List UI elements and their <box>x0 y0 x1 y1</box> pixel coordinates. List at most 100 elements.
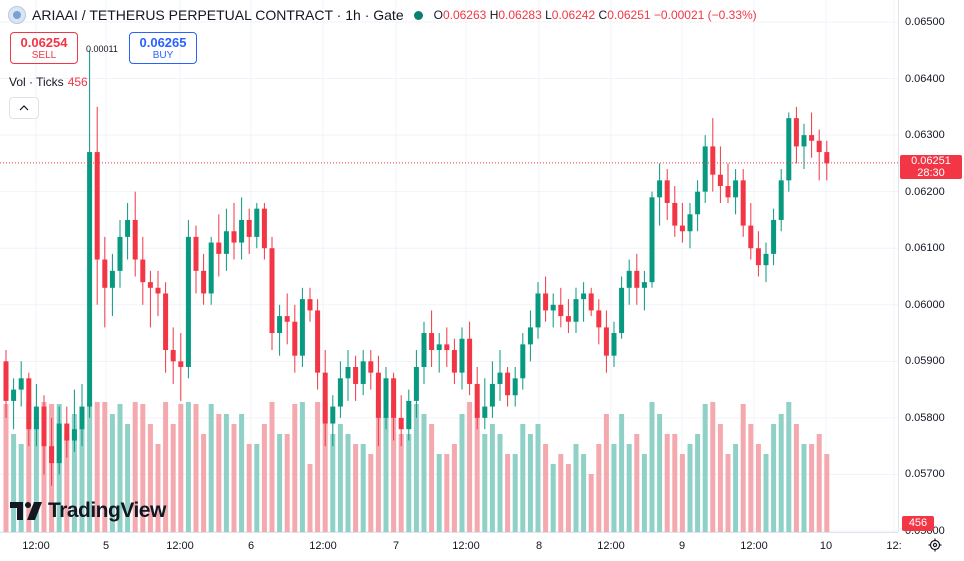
candle-body <box>603 327 609 356</box>
price-tick-label: 0.06100 <box>905 242 945 255</box>
volume-bar <box>596 444 602 532</box>
time-tick-label: 12:00 <box>452 540 480 552</box>
candle-body <box>49 446 55 464</box>
candle-body <box>117 236 123 271</box>
volume-bar <box>710 402 716 532</box>
volume-bar <box>467 402 473 532</box>
volume-bar <box>786 402 792 532</box>
candle-body <box>657 180 663 198</box>
candle-body <box>185 236 191 367</box>
candle-body <box>94 152 100 260</box>
candle-body <box>201 270 207 294</box>
candle-body <box>482 406 488 418</box>
candle-body <box>391 378 397 418</box>
candle-body <box>360 361 366 384</box>
candle-body <box>345 366 351 379</box>
price-tick-label: 0.06400 <box>905 72 945 85</box>
sell-button[interactable]: 0.06254 SELL <box>10 32 78 64</box>
volume-label: Vol · Ticks <box>9 75 64 89</box>
candle-body <box>672 202 678 226</box>
candle-body <box>717 174 723 187</box>
volume-bar <box>140 404 146 532</box>
volume-bar <box>269 402 275 532</box>
chart-area[interactable]: ARIAAI / TETHERUS PERPETUAL CONTRACT · 1… <box>0 0 898 532</box>
change-value: −0.00021 (−0.33%) <box>653 8 757 22</box>
candle-body <box>725 186 731 198</box>
volume-bar <box>581 454 587 532</box>
open-value: 0.06263 <box>442 8 487 22</box>
high-value: 0.06283 <box>498 8 542 22</box>
volume-bar <box>717 424 723 532</box>
candle-body <box>474 383 480 418</box>
time-axis[interactable]: 12:00 5 12:00 6 12:00 7 12:00 8 12:00 9 12:00 10 12: <box>0 532 902 561</box>
volume-bar <box>451 444 457 532</box>
candle-body <box>18 378 24 390</box>
volume-bar <box>459 414 465 532</box>
symbol-legend[interactable]: ARIAAI / TETHERUS PERPETUAL CONTRACT · 1… <box>8 6 757 24</box>
candle-body <box>755 248 761 266</box>
volume-legend[interactable]: Vol · Ticks 456 <box>9 75 88 89</box>
volume-bar <box>117 404 123 532</box>
candle-body <box>626 270 632 288</box>
candle-body <box>140 259 146 283</box>
price-axis[interactable]: 0.06500 0.06400 0.06300 0.06200 0.06100 0.060… <box>898 0 964 537</box>
volume-bar <box>322 402 328 532</box>
volume-bar <box>406 434 412 532</box>
buy-label: BUY <box>152 50 174 61</box>
candle-body <box>398 417 404 430</box>
volume-bar <box>216 414 222 532</box>
candle-body <box>634 270 640 288</box>
candle-body <box>41 406 47 447</box>
candle-body <box>109 270 115 288</box>
volume-bar <box>383 414 389 532</box>
volume-bar <box>603 414 609 532</box>
candle-body <box>816 140 822 153</box>
volume-bar <box>223 414 229 532</box>
candle-body <box>375 372 381 418</box>
tradingview-logo-text: TradingView <box>48 499 166 522</box>
symbol-logo-icon <box>8 6 26 24</box>
volume-bar <box>315 402 321 532</box>
candle-body <box>64 423 70 441</box>
volume-bar <box>330 434 336 532</box>
volume-bar <box>824 454 830 532</box>
candle-body <box>246 219 252 237</box>
candle-body <box>337 378 343 407</box>
candle-body <box>56 423 62 464</box>
volume-bar <box>619 414 625 532</box>
volume-bar <box>246 444 252 532</box>
volume-bar <box>18 444 24 532</box>
volume-bar <box>421 414 427 532</box>
tradingview-logo[interactable]: TradingView <box>10 499 166 523</box>
volume-bar <box>664 434 670 532</box>
price-chart[interactable] <box>0 0 898 532</box>
volume-bar <box>543 444 549 532</box>
volume-bar <box>3 404 9 532</box>
candle-body <box>809 135 815 141</box>
bar-countdown: 28:30 <box>917 166 945 179</box>
buy-button[interactable]: 0.06265 BUY <box>129 32 197 64</box>
volume-bar <box>520 424 526 532</box>
volume-bar <box>733 444 739 532</box>
volume-bar <box>740 404 746 532</box>
volume-bar <box>573 444 579 532</box>
volume-bar <box>109 414 115 532</box>
candle-body <box>3 361 9 401</box>
candle-body <box>451 350 457 373</box>
volume-bar <box>672 434 678 532</box>
candle-body <box>413 366 419 401</box>
volume-bar <box>413 404 419 532</box>
time-tick-label: 12:00 <box>740 540 768 552</box>
candle-body <box>702 146 708 192</box>
candle-body <box>155 287 161 294</box>
symbol-title[interactable]: ARIAAI / TETHERUS PERPETUAL CONTRACT · 1… <box>32 7 404 23</box>
volume-bar <box>801 444 807 532</box>
collapse-legend-button[interactable] <box>9 97 39 119</box>
candle-body <box>527 327 533 345</box>
chevron-up-icon <box>19 105 29 111</box>
volume-bar <box>102 402 108 532</box>
volume-bar <box>64 434 70 532</box>
settings-icon[interactable] <box>928 538 942 552</box>
volume-bar <box>444 454 450 532</box>
volume-bar <box>489 424 495 532</box>
